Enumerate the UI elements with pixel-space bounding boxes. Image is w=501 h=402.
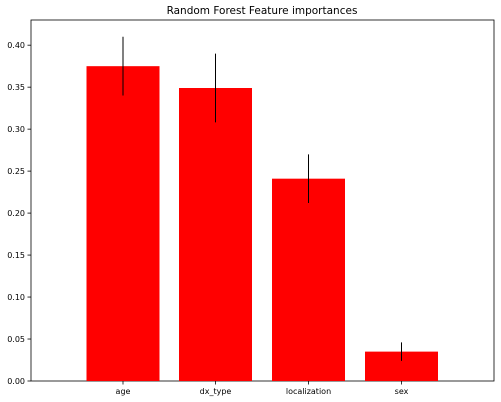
plot-area — [30, 19, 495, 382]
y-tick-label: 0.05 — [7, 335, 25, 344]
bars-group — [86, 66, 438, 382]
x-tick-label: sex — [395, 387, 409, 396]
y-tick-label: 0.15 — [7, 251, 25, 260]
error-bars-group — [122, 36, 402, 361]
y-tick-label: 0.35 — [7, 83, 25, 92]
bar-dx-type — [179, 88, 252, 382]
y-tick-label: 0.10 — [7, 293, 25, 302]
bar-localization — [272, 178, 345, 381]
chart-title: Random Forest Feature importances — [167, 5, 358, 17]
y-tick-label: 0.25 — [7, 167, 25, 176]
y-tick-label: 0.20 — [7, 209, 25, 218]
bar-age — [86, 66, 160, 382]
y-tick-label: 0.40 — [7, 41, 25, 50]
y-axis: 0.00 0.05 0.10 0.15 0.20 0.25 0.30 0.35 0.40 — [7, 41, 31, 386]
y-tick-label: 0.00 — [7, 377, 25, 386]
plot-frame — [30, 19, 495, 382]
x-tick-label: age — [116, 387, 131, 396]
x-axis: age dx_type localization sex — [116, 381, 409, 396]
x-tick-label: localization — [286, 387, 331, 396]
y-tick-label: 0.30 — [7, 125, 25, 134]
x-tick-label: dx_type — [200, 387, 232, 396]
